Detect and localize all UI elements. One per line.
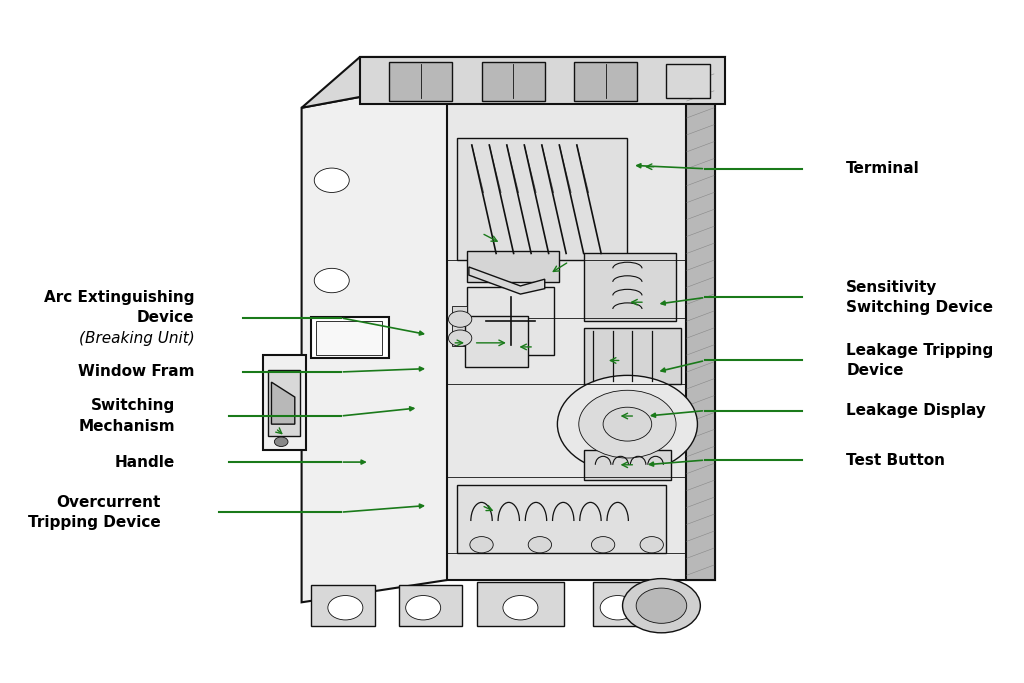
Circle shape <box>592 537 614 553</box>
Circle shape <box>449 311 472 327</box>
Bar <box>465 316 528 367</box>
Bar <box>453 305 467 346</box>
Circle shape <box>314 268 349 293</box>
Polygon shape <box>447 81 715 580</box>
Circle shape <box>274 437 288 447</box>
Polygon shape <box>481 62 545 101</box>
Bar <box>593 582 681 626</box>
Circle shape <box>406 596 440 620</box>
Circle shape <box>603 407 651 441</box>
Text: Mechanism: Mechanism <box>79 419 175 434</box>
Bar <box>476 582 564 626</box>
Text: Device: Device <box>137 310 195 325</box>
Circle shape <box>328 596 362 620</box>
Circle shape <box>528 537 552 553</box>
Bar <box>584 328 681 383</box>
Text: Sensitivity: Sensitivity <box>846 280 938 295</box>
Bar <box>457 485 667 553</box>
Polygon shape <box>573 62 637 101</box>
Bar <box>584 253 676 321</box>
Polygon shape <box>302 57 725 108</box>
Text: Tripping Device: Tripping Device <box>28 515 161 530</box>
Text: (Breaking Unit): (Breaking Unit) <box>79 331 195 346</box>
Polygon shape <box>360 57 725 104</box>
Polygon shape <box>399 585 462 626</box>
Text: Device: Device <box>846 363 904 378</box>
Circle shape <box>557 376 697 473</box>
Polygon shape <box>302 81 447 602</box>
Circle shape <box>640 537 664 553</box>
Polygon shape <box>311 585 375 626</box>
Polygon shape <box>469 267 545 294</box>
Circle shape <box>314 168 349 193</box>
Bar <box>667 64 710 98</box>
Text: Switching: Switching <box>91 398 175 413</box>
Polygon shape <box>271 382 295 424</box>
Text: Leakage Tripping: Leakage Tripping <box>846 343 993 358</box>
Text: Overcurrent: Overcurrent <box>56 494 161 510</box>
Polygon shape <box>686 81 715 580</box>
Bar <box>584 450 671 480</box>
Text: Handle: Handle <box>115 455 175 470</box>
Text: Terminal: Terminal <box>846 161 920 176</box>
Bar <box>467 288 554 355</box>
Text: Window Fram: Window Fram <box>78 365 195 380</box>
Circle shape <box>600 596 635 620</box>
Circle shape <box>503 596 538 620</box>
Circle shape <box>623 579 700 633</box>
Bar <box>316 321 382 355</box>
Circle shape <box>470 537 494 553</box>
Text: Test Button: Test Button <box>846 453 945 468</box>
Polygon shape <box>263 355 306 450</box>
Bar <box>457 138 628 260</box>
Circle shape <box>658 596 693 620</box>
Circle shape <box>449 330 472 346</box>
Text: Leakage Display: Leakage Display <box>846 403 986 418</box>
Circle shape <box>636 588 687 624</box>
Bar <box>311 317 389 358</box>
Circle shape <box>579 390 676 458</box>
Text: Arc Extinguishing: Arc Extinguishing <box>44 290 195 305</box>
Bar <box>467 251 559 282</box>
Polygon shape <box>267 370 300 436</box>
Polygon shape <box>389 62 453 101</box>
Text: Switching Device: Switching Device <box>846 300 993 315</box>
